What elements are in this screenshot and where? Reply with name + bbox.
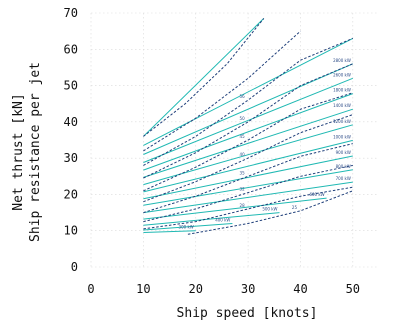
y-axis-label-line2: Ship resistance per jet (28, 62, 43, 242)
rpm-line (187, 190, 353, 235)
power-line (143, 37, 354, 146)
rpm-line-label: 45 (240, 134, 246, 139)
x-tick-label: 10 (136, 282, 150, 296)
x-tick-label: 40 (293, 282, 307, 296)
power-line-label: 1000 kW (333, 134, 351, 139)
rpm-line (143, 143, 353, 214)
rpm-line (143, 63, 353, 179)
rpm-line (143, 37, 353, 166)
power-line (143, 169, 353, 206)
power-line-label: 900 kW (336, 150, 351, 155)
rpm-line (143, 30, 301, 152)
rpm-line-label: 40 (240, 152, 246, 157)
rpm-line-label: 25 (292, 205, 298, 210)
y-tick-label: 20 (64, 187, 78, 201)
line-annotations: 2800 kW 2600 kW 1800 kW 1400 kW 1200 kW 1000 … (179, 58, 351, 230)
rpm-line-label: 32 (240, 187, 246, 192)
x-tick-label: 20 (189, 282, 203, 296)
y-tick-label: 50 (64, 79, 78, 93)
rpm-line-label: 28 (240, 203, 246, 208)
power-line (143, 223, 233, 231)
y-axis-label-line1: Net thrust [kN] (11, 93, 26, 210)
power-line (143, 108, 353, 178)
rpm-line (143, 18, 265, 137)
power-line (143, 18, 265, 137)
rpm-line-label: 35 (240, 170, 246, 175)
power-line (143, 63, 353, 155)
x-axis-label: Ship speed [knots] (177, 306, 318, 321)
power-line-label: 600 kW (309, 192, 324, 197)
rpm-line-label: 50 (240, 116, 246, 121)
power-line-label: 400 kW (215, 217, 230, 222)
power-line-label: 1200 kW (333, 119, 351, 124)
tick-labels: 0 10 20 30 40 50 0 10 20 30 40 50 60 70 (64, 6, 360, 296)
rpm-line (143, 114, 353, 203)
power-line-label: 2800 kW (333, 58, 351, 63)
power-line-label: 2600 kW (333, 72, 351, 77)
rpm-line (143, 164, 353, 223)
power-line (143, 93, 353, 171)
power-line-label: 500 kW (262, 207, 277, 212)
rpm-line (143, 92, 353, 192)
power-line-label: 1800 kW (333, 88, 351, 93)
power-line (143, 212, 280, 226)
power-line (143, 139, 353, 193)
y-tick-label: 10 (64, 224, 78, 238)
power-line-label: 300 kW (179, 225, 194, 230)
y-tick-label: 0 (71, 260, 78, 274)
y-tick-label: 70 (64, 6, 78, 20)
power-line (143, 77, 353, 163)
y-tick-label: 30 (64, 151, 78, 165)
x-tick-label: 0 (87, 282, 94, 296)
power-line-label: 1400 kW (333, 103, 351, 108)
y-tick-label: 60 (64, 42, 78, 56)
rpm-lines (143, 18, 353, 235)
power-line (143, 124, 353, 186)
x-tick-label: 30 (241, 282, 255, 296)
power-line (143, 197, 327, 220)
power-line (143, 230, 196, 233)
y-tick-label: 40 (64, 115, 78, 129)
power-line-label: 700 kW (336, 176, 351, 181)
rpm-line-label: 56 (240, 94, 246, 99)
power-line (143, 155, 353, 200)
power-line (143, 181, 353, 214)
rpm-line (143, 186, 353, 230)
x-tick-label: 50 (346, 282, 360, 296)
power-line-label: 800 kW (336, 164, 351, 169)
power-lines (143, 18, 354, 233)
grid (90, 12, 379, 268)
